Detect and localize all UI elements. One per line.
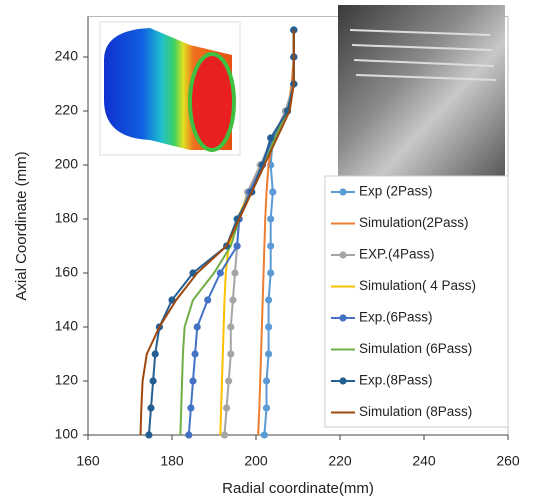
y-tick-label: 200 (55, 156, 79, 172)
legend-label: Exp (2Pass) (359, 184, 433, 199)
legend-marker (339, 377, 347, 385)
point (269, 188, 277, 196)
legend-marker (339, 188, 347, 196)
point (185, 431, 193, 439)
point (267, 242, 275, 250)
point (267, 269, 275, 277)
x-tick-label: 180 (160, 453, 184, 469)
legend-box (324, 175, 509, 428)
point (260, 431, 268, 439)
legend-marker (339, 314, 347, 322)
x-tick-label: 260 (496, 453, 520, 469)
x-tick-label: 240 (412, 453, 436, 469)
y-tick-label: 120 (55, 372, 79, 388)
legend-label: Simulation( 4 Pass) (359, 278, 476, 293)
point (189, 377, 197, 385)
series-line (263, 30, 295, 436)
legend-label: Simulation (6Pass) (359, 341, 472, 356)
x-tick-label: 200 (244, 453, 268, 469)
point (151, 350, 159, 358)
legend-label: Exp.(6Pass) (359, 310, 433, 325)
point (227, 350, 235, 358)
y-tick-label: 180 (55, 210, 79, 226)
legend-marker (339, 251, 347, 259)
point (265, 350, 273, 358)
point (223, 404, 231, 412)
point (225, 377, 233, 385)
point (227, 323, 235, 331)
legend: Exp (2Pass) Simulation(2Pass) EXP.(4Pass) S… (324, 175, 509, 428)
point (191, 350, 199, 358)
series-line (257, 30, 295, 436)
point (193, 323, 201, 331)
y-tick-label: 160 (55, 264, 79, 280)
legend-label: Simulation(2Pass) (359, 215, 469, 230)
series-line (139, 30, 295, 436)
point (147, 404, 155, 412)
point (265, 323, 273, 331)
point (262, 377, 271, 385)
point (220, 431, 229, 439)
y-tick-label: 220 (55, 102, 79, 118)
point (233, 242, 241, 250)
x-tick-label: 220 (328, 453, 352, 469)
point (262, 404, 271, 412)
point (229, 296, 237, 304)
legend-label: EXP.(4Pass) (359, 247, 435, 262)
legend-label: Exp.(8Pass) (359, 373, 433, 388)
y-tick-label: 140 (55, 318, 79, 334)
photo-inset (338, 5, 505, 185)
point (231, 269, 239, 277)
x-tick-label: 160 (76, 453, 100, 469)
y-tick-label: 100 (55, 426, 79, 442)
y-axis-label: Axial Coordinate (mm) (13, 151, 30, 300)
point (149, 377, 157, 385)
point (168, 296, 176, 304)
legend-label: Simulation (8Pass) (359, 404, 472, 419)
point (216, 269, 224, 277)
point (187, 404, 195, 412)
x-axis-label: Radial coordinate(mm) (222, 480, 374, 497)
y-tick-label: 240 (55, 48, 79, 64)
point (204, 296, 212, 304)
fem-inset (99, 21, 241, 156)
point (145, 431, 153, 439)
point (267, 134, 275, 142)
point (265, 296, 273, 304)
point (267, 215, 275, 223)
